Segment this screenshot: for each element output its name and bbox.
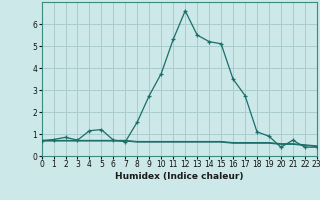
X-axis label: Humidex (Indice chaleur): Humidex (Indice chaleur)	[115, 172, 244, 181]
